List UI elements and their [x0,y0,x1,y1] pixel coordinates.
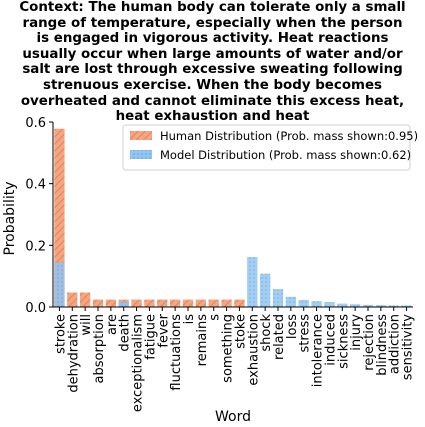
human-bar [80,292,91,307]
x-tick-label: rejection [362,314,377,371]
legend-swatch [130,150,152,159]
x-tick-label: absorption [92,314,107,383]
y-tick-label: 0.2 [25,239,46,254]
title-line: heat exhaustion and heat [115,109,310,125]
legend-label: Human Distribution (Prob. mass shown:0.9… [160,129,418,143]
human-bar [157,299,168,307]
model-bar [298,299,309,307]
x-tick-label: exhaustion [246,314,261,386]
title-line: range of temperature, especially when th… [22,15,403,31]
x-tick-label: related [272,314,287,360]
x-tick-label: loss [285,314,300,339]
model-bar [285,296,296,307]
x-tick-label: fluctuations [169,314,184,391]
human-bar [195,299,206,307]
x-tick-label: fatigue [143,314,158,360]
x-tick-label: stroke [53,314,68,354]
x-tick-label: something [221,314,236,383]
x-tick-label: shock [259,314,274,352]
human-bar [234,299,245,307]
human-bar [144,299,155,307]
y-ticks: 0.0 0.2 0.4 0.6 [25,116,53,316]
model-bar [401,305,412,307]
x-tick-label: will [79,314,94,335]
title-line: overheated and cannot eliminate this exc… [20,93,405,109]
x-tick-label: are [105,314,120,335]
human-bar [67,292,78,307]
x-tick-label: exceptionalism [131,314,146,412]
x-tick-label: remains [195,314,210,367]
title-line: strenuous exercise. When the body become… [42,77,383,93]
x-tick-label: sensitivity [401,314,416,381]
x-tick-label: intolerance [311,314,326,387]
x-tick-label: stress [298,314,313,353]
y-tick-label: 0.6 [25,116,46,131]
legend-label: Model Distribution (Prob. mass shown:0.6… [160,148,411,162]
model-bar [362,304,374,307]
model-bars [54,257,412,307]
model-bar [54,262,65,307]
model-bar [324,302,335,307]
axes [52,122,413,308]
x-tick-label: induced [323,314,338,366]
title-line: Context: The human body can tolerate onl… [19,0,406,15]
x-tick-label: stoke [233,314,248,349]
title-line: is engaged in vigorous activity. Heat re… [36,31,389,47]
human-bar [182,299,194,307]
x-tick-label: s [208,314,223,321]
human-bar [131,299,142,307]
human-bar [92,299,104,307]
x-tick-label: blindness [375,314,390,376]
x-tick-label: death [118,314,133,352]
x-tick-label: is [182,314,197,325]
human-bar [105,299,116,307]
x-tick-label: dehydration [66,314,81,393]
model-bar [260,273,271,307]
x-ticks: strokedehydrationwillabsorptionaredeathe… [53,307,416,412]
x-tick-label: addiction [388,314,403,374]
x-tick-label: fever [156,313,171,347]
human-bar [54,128,65,307]
y-tick-label: 0.4 [25,178,46,193]
model-bar [311,301,322,307]
y-axis-label: Probability [2,181,18,255]
model-bar [337,303,348,307]
model-bar [388,305,399,307]
title-line: salt are lost through excessive sweating… [22,62,403,78]
legend-swatch [130,131,152,140]
title-line: usually occur when large amounts of wate… [22,46,403,62]
chart-title: Context: The human body can tolerate onl… [0,0,425,125]
legend-box [122,124,411,171]
model-bar [247,257,258,307]
human-bar [221,299,232,307]
human-bars [54,128,245,307]
model-bar [272,289,284,307]
y-tick-label: 0.0 [25,301,46,316]
model-bar [118,301,129,307]
human-bar [208,299,219,307]
x-axis-label: Word [215,409,251,425]
legend: Human Distribution (Prob. mass shown:0.9… [122,124,418,171]
model-bar [375,305,386,307]
x-tick-label: injury [349,314,364,351]
model-bar [350,304,361,307]
x-tick-label: sickness [336,314,351,369]
human-bar [170,299,181,307]
